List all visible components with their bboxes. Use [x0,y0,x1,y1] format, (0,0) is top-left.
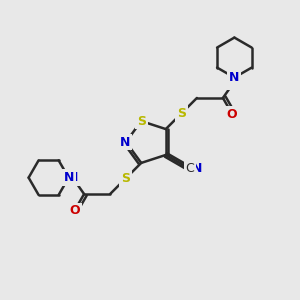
Text: N: N [229,71,240,84]
Text: N: N [68,171,78,184]
Text: C: C [186,162,194,176]
Text: N: N [192,162,202,176]
Text: S: S [121,172,130,185]
Text: N: N [229,75,240,88]
Text: O: O [70,204,80,218]
Text: N: N [63,171,74,184]
Text: S: S [137,115,146,128]
Text: O: O [226,108,237,121]
Text: N: N [120,136,130,148]
Text: S: S [177,107,186,120]
